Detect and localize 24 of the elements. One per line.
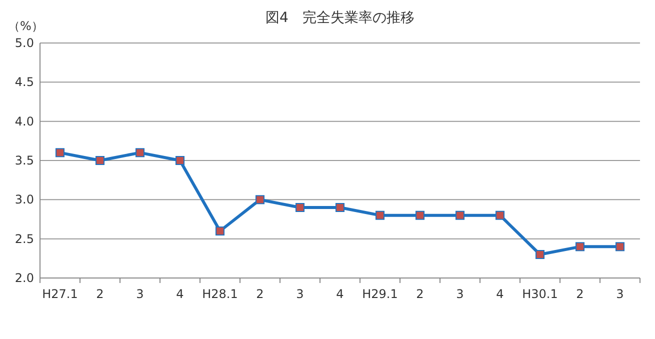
xtick: 3 (296, 287, 304, 301)
ytick: 2.5 (14, 232, 34, 246)
xtick: H30.1 (522, 287, 558, 301)
ytick: 3.5 (14, 154, 34, 168)
ytick: 4.5 (14, 75, 34, 90)
title: 図4 完全失業率の推移 (266, 10, 414, 26)
xtick: H29.1 (362, 287, 398, 301)
xtick: 4 (496, 287, 504, 301)
xtick: 4 (176, 287, 184, 301)
ytick: 5.0 (14, 36, 34, 50)
xtick: 2 (256, 287, 264, 301)
xtick: H28.1 (202, 287, 238, 301)
xtick: 2 (576, 287, 584, 301)
xtick: H27.1 (42, 287, 78, 301)
ytick: 2.0 (14, 271, 34, 285)
xtick: 2 (96, 287, 104, 301)
ylabel: （%） (8, 19, 44, 33)
xtick: 4 (336, 287, 344, 301)
xtick: 3 (136, 287, 144, 301)
xtick: 3 (456, 287, 464, 301)
xtick: 3 (616, 287, 624, 301)
xtick: 2 (416, 287, 424, 301)
ytick: 3.0 (14, 192, 34, 207)
ytick: 4.0 (14, 114, 34, 128)
